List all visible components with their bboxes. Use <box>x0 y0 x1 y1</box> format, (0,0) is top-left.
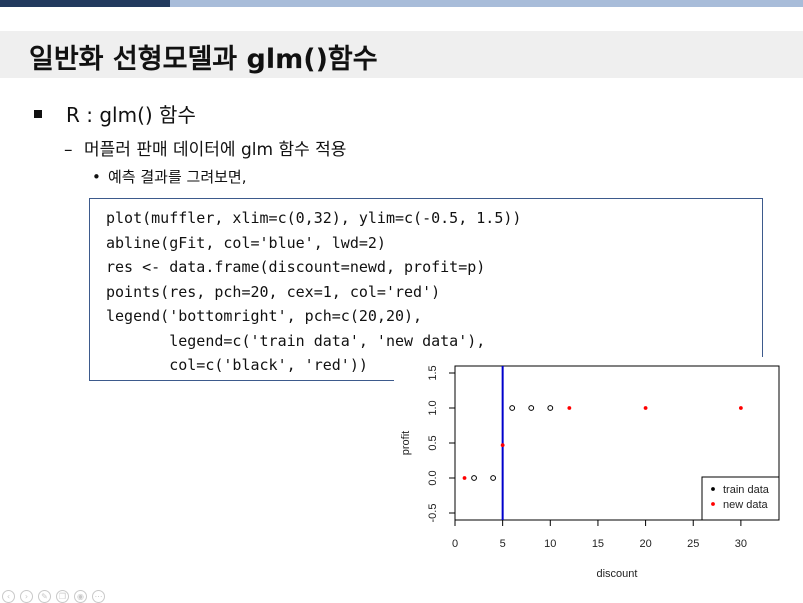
train-data-point <box>490 475 497 481</box>
y-tick-label: -0.5 <box>427 504 439 523</box>
square-bullet-icon <box>34 109 42 118</box>
slide-title: 일반화 선형모델과 glm()함수 <box>29 44 378 75</box>
legend-label: new data <box>723 499 769 511</box>
top-accent-bar-dark <box>0 0 170 7</box>
x-tick-label: 30 <box>735 538 747 550</box>
bullet-level1: R : glm() 함수 <box>34 99 196 128</box>
scatter-plot: 0 5 10 15 20 25 30 discount -0.5 0.0 0.5 1.0 1.5 prof… <box>400 365 780 580</box>
x-axis-label: discount <box>597 568 638 580</box>
code-line: abline(gFit, col='blue', lwd=2) <box>106 233 386 252</box>
new-data-point <box>643 406 648 410</box>
code-line: legend('bottomright', pch=c(20,20), <box>106 307 423 325</box>
slide-nav-bar: ‹ › ✎ ❐ ◉ ⋯ <box>2 584 110 603</box>
view-icon[interactable]: ◉ <box>74 590 87 603</box>
more-icon[interactable]: ⋯ <box>92 590 105 603</box>
bullet-level3: • 예측 결과를 그려보면, <box>92 166 247 187</box>
bullet-level1-text: R : glm() 함수 <box>66 103 196 127</box>
x-tick-label: 15 <box>592 538 604 550</box>
next-icon[interactable]: › <box>20 590 33 603</box>
train-data-point <box>528 405 535 411</box>
code-line: plot(muffler, xlim=c(0,32), ylim=c(-0.5,… <box>106 209 522 227</box>
code-line: col=c('black', 'red')) <box>106 356 368 374</box>
x-tick-label: 10 <box>544 538 556 550</box>
train-data-point <box>471 475 477 481</box>
bullet-level3-text: 예측 결과를 그려보면, <box>108 168 247 186</box>
train-data-point <box>509 405 516 411</box>
top-accent-bar-light <box>170 0 803 7</box>
y-tick-label: 0.0 <box>427 470 439 485</box>
pen-icon[interactable]: ✎ <box>38 590 51 603</box>
legend-marker <box>711 487 715 491</box>
slide-title-band: 일반화 선형모델과 glm()함수 <box>0 31 803 78</box>
plot-panel: 0 5 10 15 20 25 30 discount -0.5 0.0 0.5 1.0 1.5 prof… <box>394 357 803 598</box>
code-block: plot(muffler, xlim=c(0,32), ylim=c(-0.5,… <box>89 198 763 381</box>
legend-label: train data <box>723 484 770 496</box>
x-tick-label: 0 <box>452 538 458 550</box>
dash-bullet-icon: – <box>64 140 73 160</box>
new-data-point <box>567 406 572 410</box>
code-lines: plot(muffler, xlim=c(0,32), ylim=c(-0.5,… <box>90 206 521 378</box>
prev-icon[interactable]: ‹ <box>2 590 15 603</box>
new-data-point <box>738 406 743 410</box>
train-data-point <box>547 405 554 411</box>
dot-bullet-icon: • <box>92 168 101 186</box>
code-line: res <- data.frame(discount=newd, profit=… <box>106 258 486 276</box>
bullet-level2-text: 머플러 판매 데이터에 glm 함수 적용 <box>84 140 347 160</box>
x-tick-label: 20 <box>639 538 651 550</box>
y-tick-label: 0.5 <box>427 435 439 450</box>
x-tick-label: 5 <box>500 538 506 550</box>
copy-icon[interactable]: ❐ <box>56 590 69 603</box>
new-data-point <box>462 476 467 480</box>
code-line: points(res, pch=20, cex=1, col='red') <box>106 282 441 301</box>
y-tick-label: 1.5 <box>427 365 439 380</box>
x-tick-label: 25 <box>687 538 699 550</box>
code-line: legend=c('train data', 'new data'), <box>106 331 486 350</box>
legend-box <box>701 476 780 521</box>
bullet-level2: – 머플러 판매 데이터에 glm 함수 적용 <box>64 135 346 160</box>
y-tick-label: 1.0 <box>427 400 439 415</box>
new-data-point <box>500 443 505 447</box>
y-axis-label: profit <box>400 431 412 455</box>
legend-marker <box>711 502 715 506</box>
